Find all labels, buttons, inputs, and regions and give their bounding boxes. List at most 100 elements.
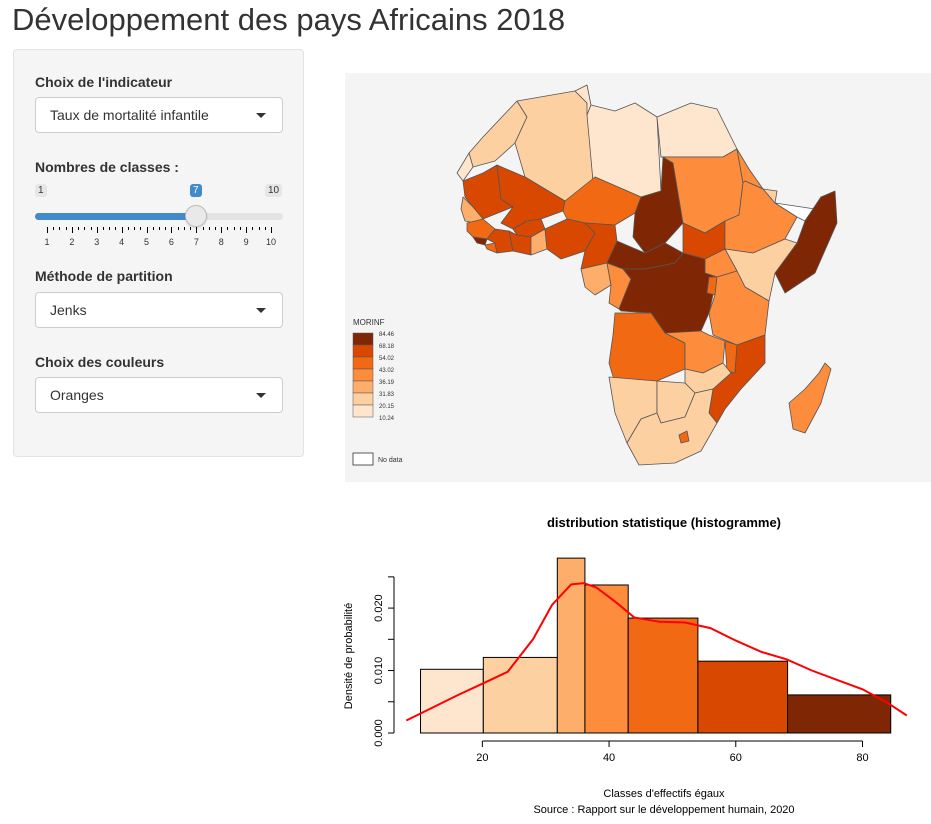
colors-select-value: Oranges — [50, 387, 104, 403]
colors-label: Choix des couleurs — [35, 354, 165, 370]
legend-swatch — [352, 392, 374, 406]
slider-minor-tick — [208, 227, 210, 230]
slider-tick — [221, 227, 223, 233]
x-axis-label: Classes d'effectifs égaux — [603, 788, 725, 800]
slider-tick — [47, 227, 48, 233]
density-curve — [405, 582, 908, 722]
slider-minor-tick — [190, 227, 192, 230]
slider-tick-label: 3 — [94, 237, 100, 247]
map-legend: 84.46 68.18 54.02 43.02 36.19 31.83 20.15 10.24 — [352, 332, 395, 422]
page-title: Développement des pays Africains 2018 — [12, 2, 566, 37]
method-select[interactable]: Jenks — [35, 292, 283, 328]
legend-break-label: 68.18 — [379, 344, 395, 350]
slider-tick-label: 4 — [119, 237, 125, 247]
legend-break-label: 36.19 — [379, 380, 395, 386]
slider-minor-tick — [65, 227, 67, 230]
slider-minor-tick — [183, 227, 185, 230]
slider-minor-tick — [252, 227, 254, 230]
slider-track[interactable] — [35, 205, 283, 227]
slider-tick — [121, 227, 123, 233]
legend-break-label: 10.24 — [379, 416, 395, 422]
slider-tick-label: 6 — [168, 237, 174, 247]
legend-break-label: 54.02 — [379, 356, 395, 362]
x-tick-label: 80 — [856, 752, 868, 764]
slider-minor-tick — [233, 227, 235, 230]
slider-tick — [146, 227, 148, 233]
slider-minor-tick — [84, 227, 86, 230]
indicator-select[interactable]: Taux de mortalité infantile — [35, 97, 283, 133]
slider-tick — [71, 227, 73, 233]
slider-tick-label: 9 — [243, 237, 249, 247]
legend-break-label: 84.46 — [379, 332, 395, 338]
slider-tick-label: 1 — [44, 237, 50, 247]
country-somalia — [774, 190, 838, 294]
slider-minor-tick — [140, 227, 142, 230]
chevron-down-icon — [256, 393, 266, 398]
y-axis-label: Densité de probabilité — [343, 603, 355, 709]
sidebar-panel: Choix de l'indicateur Taux de mortalité … — [13, 49, 304, 457]
slider-max-label: 10 — [265, 184, 283, 197]
legend-break-label: 43.02 — [379, 368, 395, 374]
chevron-down-icon — [256, 113, 266, 118]
legend-nodata-swatch — [352, 452, 374, 466]
method-select-value: Jenks — [50, 302, 87, 318]
slider-tick-label: 2 — [69, 237, 75, 247]
slider-tick-label: 5 — [144, 237, 150, 247]
legend-swatch — [352, 368, 374, 382]
slider-tick-label: 8 — [218, 237, 224, 247]
slider-minor-tick — [78, 227, 80, 230]
x-tick-label: 60 — [730, 752, 742, 764]
classes-label: Nombres de classes : — [35, 159, 179, 175]
slider-minor-tick — [59, 227, 61, 230]
slider-tick-label: 10 — [265, 237, 277, 247]
legend-break-label: 20.15 — [379, 404, 395, 410]
slider-minor-tick — [202, 227, 204, 230]
slider-minor-tick — [159, 227, 160, 230]
chart-caption: Source : Rapport sur le développement hu… — [533, 804, 794, 816]
africa-map: MORINF 84.46 68.18 54.02 43.02 36.19 31.83 20.… — [352, 84, 838, 466]
slider-value-label: 7 — [190, 184, 202, 197]
country-chad — [632, 156, 684, 254]
slider-ticks: 1 2 3 4 5 6 7 8 9 10 — [35, 227, 285, 251]
indicator-select-value: Taux de mortalité infantile — [50, 107, 209, 123]
legend-break-label: 31.83 — [379, 392, 395, 398]
country-morocco — [468, 100, 528, 168]
country-egypt — [656, 102, 738, 158]
slider-minor-tick — [53, 227, 55, 230]
country-lesotho — [678, 430, 690, 444]
slider-fill — [35, 213, 197, 220]
x-tick-label: 20 — [476, 752, 488, 764]
slider-handle[interactable] — [185, 205, 208, 227]
country-western-sahara — [456, 152, 474, 182]
slider-minor-tick — [258, 227, 260, 230]
country-ghana — [508, 230, 532, 256]
histogram-bar — [420, 668, 484, 734]
slider-minor-tick — [215, 227, 216, 230]
choropleth-map: MORINF 84.46 68.18 54.02 43.02 36.19 31.83 20.… — [345, 73, 931, 482]
colors-select[interactable]: Oranges — [35, 377, 283, 413]
chart-axes: 20 40 60 80 0.000 0.010 0.020 — [373, 576, 869, 764]
slider-tick — [171, 227, 173, 233]
slider-tick-label: 7 — [193, 237, 199, 247]
slider-tick — [96, 227, 98, 233]
y-tick-label: 0.020 — [373, 594, 385, 622]
legend-swatch — [352, 380, 374, 394]
legend-nodata-label: No data — [378, 457, 403, 464]
histogram-bar — [627, 617, 699, 734]
country-south-africa — [626, 388, 718, 466]
slider-minor-tick — [152, 227, 154, 230]
slider-tick — [196, 227, 198, 233]
slider-minor-tick — [115, 227, 117, 230]
slider-minor-tick — [264, 227, 266, 230]
country-gabon — [580, 262, 612, 296]
legend-title: MORINF — [353, 318, 385, 327]
indicator-label: Choix de l'indicateur — [35, 74, 173, 90]
histogram-bars — [420, 557, 892, 734]
histogram-bar — [556, 557, 586, 734]
chevron-down-icon — [256, 308, 266, 313]
slider-tick — [271, 227, 272, 233]
slider-minor-tick — [239, 227, 241, 230]
country-djibouti — [762, 188, 778, 204]
classes-slider[interactable]: 1 7 10 1 2 3 4 5 6 7 8 9 10 — [35, 181, 285, 251]
slider-minor-tick — [127, 227, 129, 230]
